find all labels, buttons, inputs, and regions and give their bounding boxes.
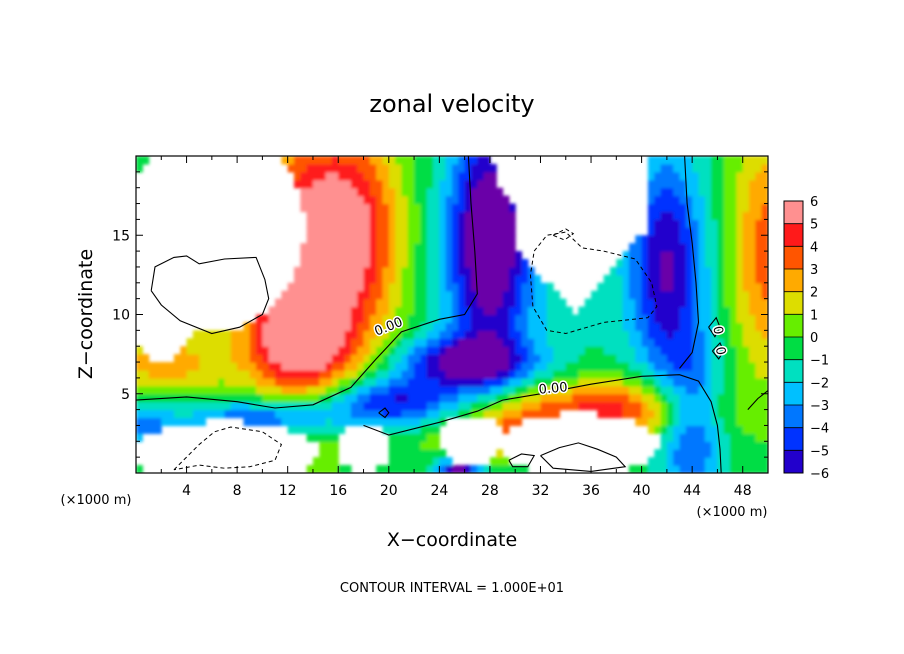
contour-label-halo: 0.00	[538, 380, 568, 397]
colorbar-tick-label: −3	[810, 399, 829, 414]
colorbar-tick-label: 6	[810, 195, 818, 210]
colorbar-swatch	[784, 291, 803, 315]
colorbar-swatch	[784, 201, 803, 225]
colorbar-tick-label: −5	[810, 444, 829, 459]
chart-title: zonal velocity	[369, 90, 534, 118]
x-tick-label: 40	[633, 483, 651, 499]
contour-line	[136, 156, 478, 409]
colorbar-tick-label: 2	[810, 286, 818, 301]
colorbar-swatch	[784, 246, 803, 270]
contour-label: 0	[712, 346, 728, 357]
colorbar-swatch	[784, 269, 803, 293]
contour-label: 0	[709, 325, 725, 336]
colorbar-swatch	[784, 337, 803, 361]
colorbar-ticks: 6 5 4 3 2 1 0 −1 −2 −3 −4 −5 −6	[784, 195, 829, 482]
x-tick-label: 24	[430, 483, 448, 499]
y-axis-ticks: 5 10 15	[112, 171, 768, 458]
x-tick-label: 20	[380, 483, 398, 499]
colorbar-tick-label: 0	[810, 331, 818, 346]
colorbar-tick-label: −1	[810, 354, 829, 369]
y-unit-label: (×1000 m)	[61, 493, 132, 508]
colorbar: 6 5 4 3 2 1 0 −1 −2 −3 −4 −5 −6	[783, 195, 829, 482]
contour-line	[529, 231, 658, 335]
contour-line	[747, 390, 768, 410]
colorbar-swatch	[784, 382, 803, 406]
colorbar-tick-label: 4	[810, 240, 818, 255]
x-tick-label: 12	[279, 483, 297, 499]
colorbar-swatch	[784, 359, 803, 383]
colorbar-swatch	[784, 405, 803, 429]
colorbar-tick-label: 5	[810, 218, 818, 233]
y-tick-label: 10	[112, 308, 130, 324]
y-tick-label: 15	[112, 228, 130, 244]
x-axis-ticks: 4 8 12 16 20 24 28 32 36 40 44 48	[160, 156, 752, 499]
x-tick-label: 4	[182, 483, 191, 499]
colorbar-tick-label: −2	[810, 376, 829, 391]
contour-line	[378, 407, 390, 419]
x-tick-label: 28	[481, 483, 499, 499]
contour-label: 0.00	[538, 380, 568, 397]
colorbar-swatch	[784, 314, 803, 338]
y-tick-label: 5	[121, 387, 130, 403]
x-tick-label: 48	[734, 483, 752, 499]
contour-lines	[136, 156, 768, 473]
colorbar-tick-label: 3	[810, 263, 818, 278]
contour-line	[711, 342, 725, 360]
colorbar-swatch	[784, 427, 803, 451]
contour-line	[363, 374, 722, 473]
colorbar-swatch	[784, 450, 803, 474]
contour-interval-note: CONTOUR INTERVAL = 1.000E+01	[340, 581, 564, 596]
colorbar-tick-label: −6	[810, 467, 829, 482]
contour-line	[508, 453, 536, 468]
colorbar-tick-label: 1	[810, 308, 818, 323]
y-axis-label: Z−coordinate	[75, 249, 97, 379]
contour-line	[150, 255, 270, 335]
x-axis-label: X−coordinate	[387, 529, 517, 551]
x-unit-label: (×1000 m)	[697, 505, 768, 520]
contour-line	[552, 228, 575, 241]
contour-line	[679, 156, 700, 369]
colorbar-swatch	[784, 223, 803, 247]
colorbar-swatches	[784, 201, 803, 474]
x-tick-label: 16	[329, 483, 347, 499]
x-tick-label: 36	[582, 483, 600, 499]
x-tick-label: 44	[683, 483, 701, 499]
x-tick-label: 8	[233, 483, 242, 499]
x-tick-label: 32	[532, 483, 550, 499]
colorbar-tick-label: −4	[810, 422, 829, 437]
contour-line	[708, 316, 721, 338]
